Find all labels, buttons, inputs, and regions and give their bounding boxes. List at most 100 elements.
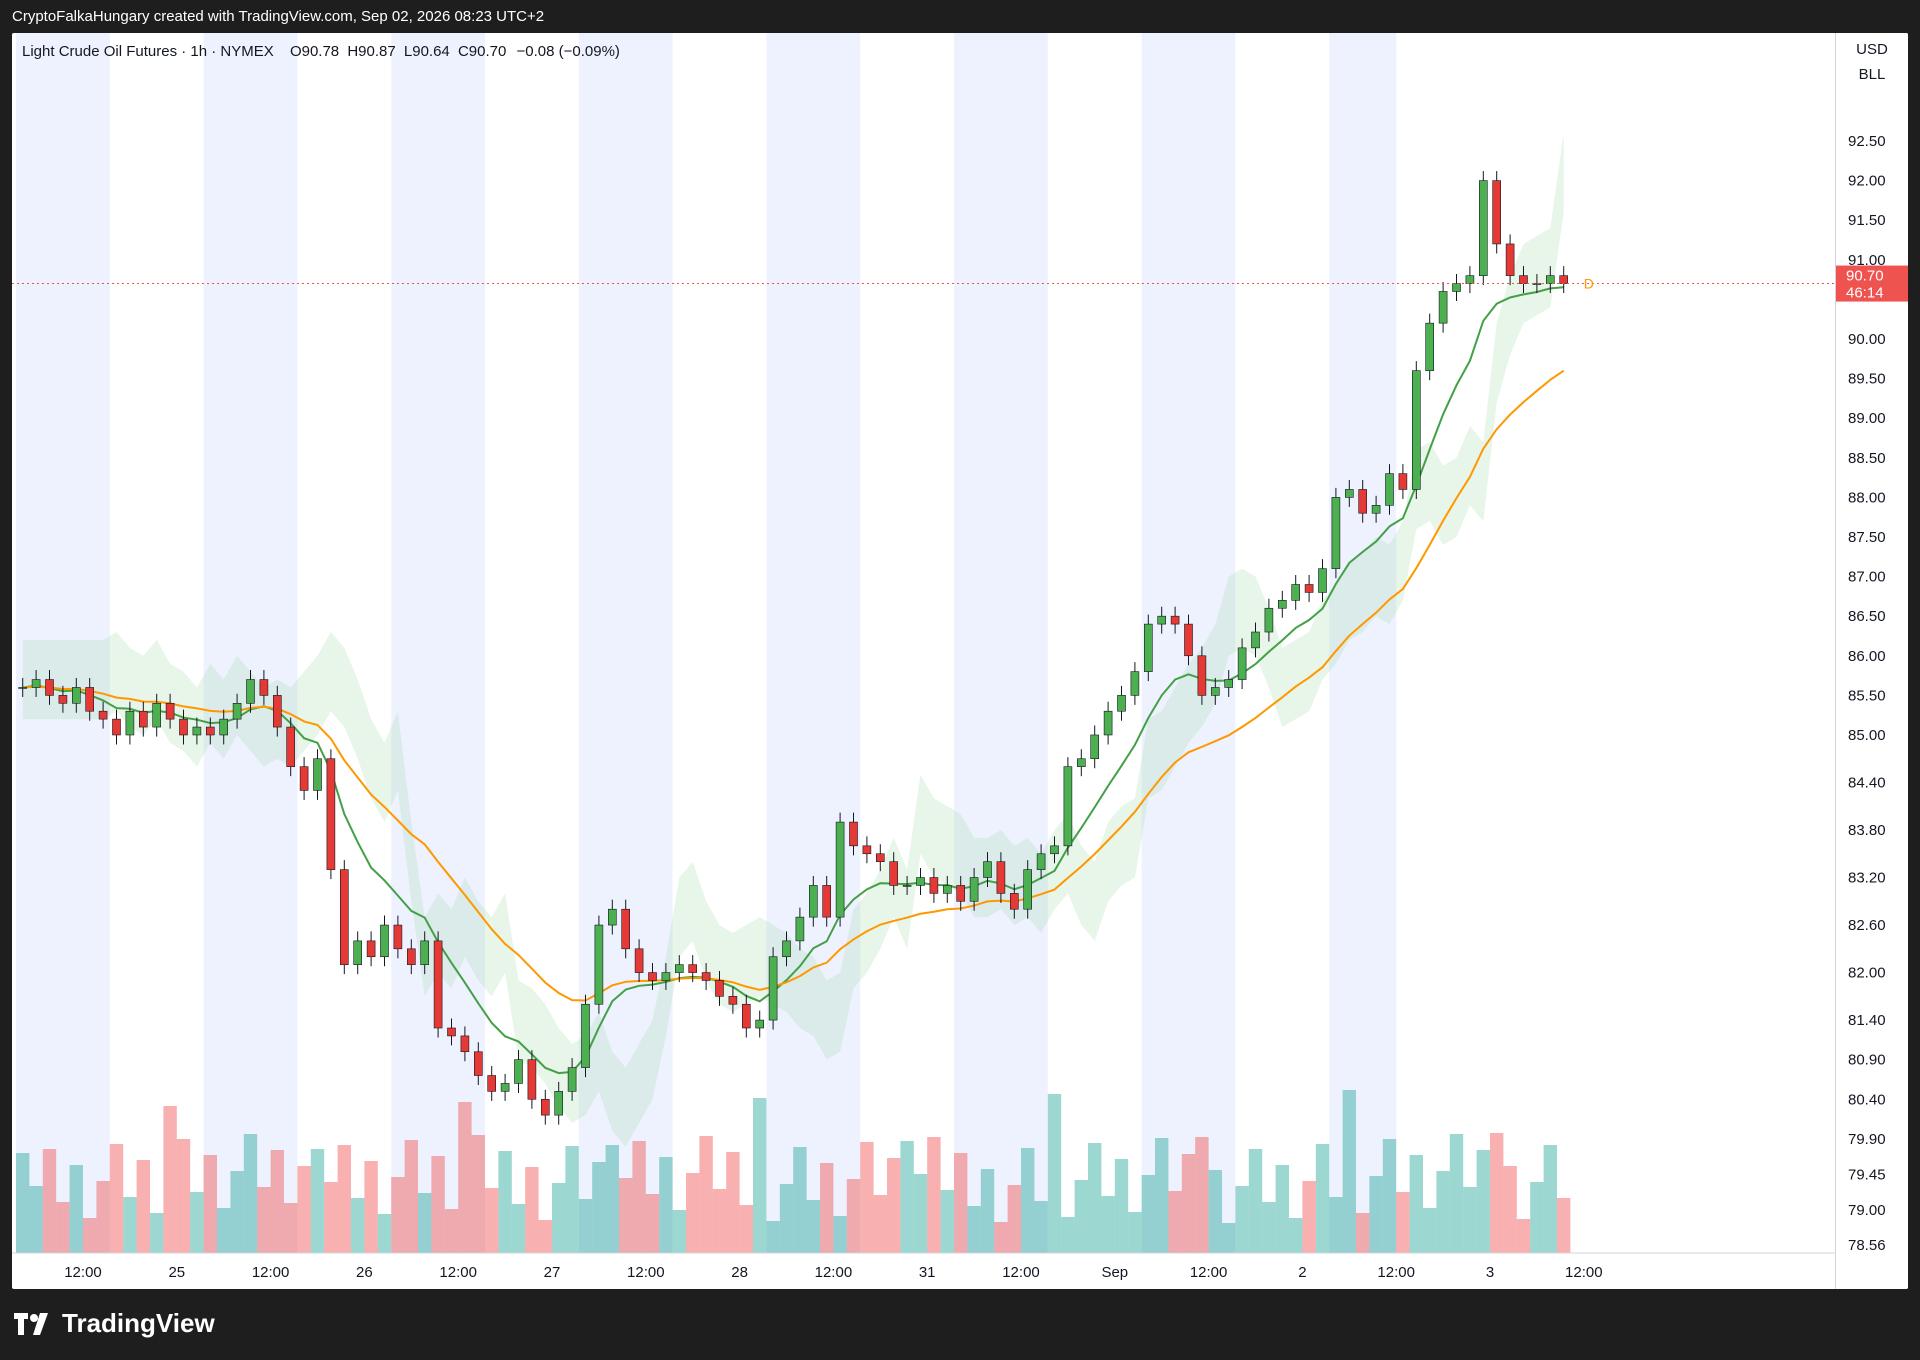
volume-bar <box>1208 1170 1222 1253</box>
candle <box>1425 313 1434 381</box>
low-value: 90.64 <box>412 43 450 60</box>
candle-body <box>916 877 925 886</box>
tradingview-logo[interactable]: TradingView <box>14 1308 215 1339</box>
volume-bar <box>779 1184 794 1253</box>
candle <box>607 899 617 935</box>
candle-body <box>567 1067 577 1092</box>
price-tick-label: 80.40 <box>1848 1091 1886 1108</box>
candle <box>1452 274 1461 301</box>
candle <box>1412 361 1421 499</box>
candle-body <box>956 885 966 902</box>
candle-body <box>1331 497 1341 569</box>
volume-bar <box>1275 1165 1289 1253</box>
volume-bar <box>1074 1180 1088 1253</box>
volume-bar <box>1516 1219 1531 1253</box>
candle <box>1264 598 1274 642</box>
candle-body <box>1452 283 1461 292</box>
candle <box>1063 757 1073 856</box>
volume-bar <box>351 1198 365 1253</box>
candle <box>942 875 952 903</box>
price-chart[interactable]: D 12:00 25 12:00 26 12:00 27 12:00 28 12:00 31 12:… <box>12 33 1908 1289</box>
price-tick-label: 87.50 <box>1848 529 1886 546</box>
candle <box>1546 266 1555 294</box>
volume-bar <box>753 1098 767 1253</box>
candle-body <box>835 821 845 918</box>
price-tick-label: 85.50 <box>1848 687 1886 704</box>
volume-bar <box>1195 1137 1209 1253</box>
candle <box>1050 836 1059 864</box>
candle-body <box>1264 607 1274 633</box>
candle <box>98 701 108 729</box>
candle-body <box>1157 615 1166 625</box>
candle <box>1090 725 1099 769</box>
candle <box>822 875 832 927</box>
volume-bar <box>404 1140 418 1253</box>
volume-bar <box>1382 1139 1397 1253</box>
candle-body <box>406 948 416 965</box>
candle-body <box>1304 584 1314 593</box>
candle <box>1291 574 1300 610</box>
volume-bar <box>364 1161 378 1253</box>
candle-body <box>1103 710 1113 736</box>
volume-bar <box>739 1205 753 1253</box>
volume-bar <box>645 1194 660 1253</box>
daily-marker: D <box>1584 276 1594 292</box>
volume-bar <box>712 1189 727 1253</box>
candle-body <box>902 885 912 887</box>
candle-body <box>514 1059 523 1084</box>
volume-bar <box>29 1186 43 1253</box>
price-axis-ticks[interactable]: 92.50 92.00 91.50 91.00 90.00 89.50 89.00 88.50… <box>1836 33 1908 1289</box>
volume-bar <box>123 1197 137 1253</box>
candle <box>1237 638 1247 690</box>
candle <box>1184 614 1193 666</box>
volume-bar <box>672 1210 686 1253</box>
volume-bar <box>1021 1148 1035 1253</box>
price-tick-label: 83.20 <box>1848 870 1886 887</box>
candle-body <box>179 718 188 736</box>
candle-body <box>661 972 671 981</box>
volume-bar <box>632 1141 646 1253</box>
volume-bar <box>927 1137 941 1253</box>
price-tick-label: 92.50 <box>1848 133 1886 150</box>
time-tick-label: 12:00 <box>815 1264 853 1281</box>
candle-body <box>447 1027 456 1037</box>
close-label: C <box>457 43 469 60</box>
candle-body <box>674 964 684 973</box>
price-axis[interactable]: 92.50 92.00 91.50 91.00 90.00 89.50 89.00 88.50… <box>1835 33 1908 1289</box>
candle <box>1304 574 1314 602</box>
candle-body <box>71 687 81 704</box>
volume-bar <box>1181 1154 1196 1253</box>
volume-bar <box>1034 1201 1048 1253</box>
volume-bar <box>1530 1182 1544 1253</box>
candle-body <box>232 702 242 720</box>
candle-body <box>1559 275 1568 284</box>
chart-panel[interactable]: D 12:00 25 12:00 26 12:00 27 12:00 28 12:00 31 12:… <box>12 33 1908 1289</box>
candle-body <box>353 940 363 965</box>
candle-body <box>286 726 296 767</box>
volume-bar <box>1423 1208 1437 1253</box>
volume-bar <box>243 1134 258 1253</box>
candle-body <box>688 964 698 973</box>
symbol-legend[interactable]: Light Crude Oil Futures · 1h · NYMEX O90… <box>22 43 620 60</box>
price-tick-label: 91.50 <box>1848 212 1886 229</box>
volume-bar <box>592 1162 606 1253</box>
price-tick-label: 84.40 <box>1848 774 1886 791</box>
currency-label[interactable]: USD <box>1856 41 1888 58</box>
volume-bar <box>310 1149 325 1253</box>
volume-bar <box>1342 1090 1356 1253</box>
volume-bar <box>96 1181 110 1253</box>
candle <box>58 685 68 713</box>
volume-bar <box>1302 1181 1316 1253</box>
unit-label[interactable]: BLL <box>1858 66 1886 83</box>
candle <box>326 749 336 880</box>
candle-body <box>1546 275 1555 284</box>
time-tick-label: 12:00 <box>1002 1264 1040 1281</box>
volume-bar <box>391 1177 405 1253</box>
candle-body <box>393 924 403 950</box>
volume-bar <box>16 1153 30 1253</box>
session-band <box>766 33 861 1253</box>
tradingview-brand: TradingView <box>62 1308 215 1338</box>
candle-body <box>1170 615 1180 625</box>
symbol-name[interactable]: Light Crude Oil Futures · 1h · NYMEX <box>22 43 274 60</box>
candle-body <box>1505 243 1515 276</box>
